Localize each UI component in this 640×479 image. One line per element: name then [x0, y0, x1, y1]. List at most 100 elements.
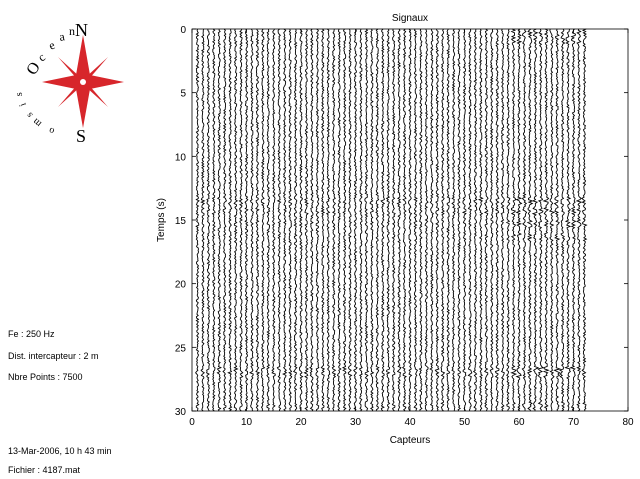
sensor-trace [385, 28, 391, 412]
sensor-trace [526, 28, 534, 412]
sensor-trace [216, 28, 222, 412]
x-tick-label: 40 [404, 417, 416, 428]
sensor-trace [500, 28, 505, 412]
sensor-trace [260, 28, 266, 411]
sensor-trace [391, 28, 396, 412]
star-south-point [76, 82, 90, 128]
sensor-trace [429, 28, 434, 412]
sensor-trace [266, 28, 271, 412]
y-tick-label: 0 [180, 25, 186, 36]
sensor-trace [446, 28, 451, 412]
sensor-trace [238, 28, 244, 412]
sensor-trace [347, 28, 353, 411]
date-time-text: 13-Mar-2006, 10 h 43 min [8, 446, 112, 456]
sensor-trace [505, 28, 511, 412]
x-tick-label: 70 [568, 417, 580, 428]
y-axis-ticks: 0 5 10 15 20 25 30 [175, 25, 628, 418]
trace-group [195, 28, 588, 412]
sensor-trace [396, 28, 402, 412]
logo-letter: a [58, 29, 66, 44]
star-east-point [83, 75, 124, 89]
sensor-trace [457, 28, 461, 412]
chart-title: Signaux [392, 13, 428, 24]
sensor-trace [515, 28, 523, 412]
sensor-trace [477, 28, 484, 412]
sensor-trace [575, 28, 583, 412]
sensor-trace [282, 28, 288, 412]
star-center [80, 79, 86, 85]
sensor-trace [298, 28, 304, 412]
logo-letter: o [48, 124, 56, 136]
sensor-trace [537, 28, 544, 412]
sensor-trace [401, 28, 407, 412]
logo-letter: s [14, 92, 25, 97]
sensor-trace [553, 28, 562, 412]
sensor-trace [255, 28, 261, 412]
sensor-trace [375, 28, 380, 412]
y-tick-label: 30 [175, 407, 187, 418]
sensor-trace [461, 28, 467, 412]
sensor-trace [434, 28, 440, 412]
sampling-rate-text: Fe : 250 Hz [8, 329, 55, 339]
sensor-trace [276, 28, 282, 412]
sensor-trace [309, 28, 314, 412]
star-north-point [76, 35, 90, 82]
y-axis-label: Temps (s) [156, 198, 167, 242]
logo-south-letter: S [76, 126, 86, 146]
x-tick-label: 20 [295, 417, 307, 428]
sensor-trace [206, 28, 211, 412]
y-tick-label: 5 [180, 89, 186, 100]
sensor-spacing-text: Dist. intercapteur : 2 m [8, 351, 99, 361]
sensor-trace [380, 28, 386, 412]
sensor-trace [542, 28, 550, 412]
star-west-point [42, 75, 83, 89]
x-tick-label: 80 [622, 417, 634, 428]
sensor-trace [581, 28, 588, 412]
logo-letter: s [24, 110, 35, 120]
sensor-trace [331, 28, 337, 412]
sensor-trace [336, 28, 342, 412]
sensor-trace [483, 28, 489, 412]
sensor-trace [510, 28, 518, 412]
sensor-trace [195, 28, 200, 412]
sensor-trace [531, 28, 540, 412]
sensor-trace [233, 28, 239, 412]
sensor-trace [211, 28, 216, 412]
x-tick-label: 10 [241, 417, 253, 428]
sensor-trace [424, 28, 429, 412]
sensor-trace [413, 28, 419, 412]
sensor-trace [244, 28, 249, 412]
sensor-trace [249, 28, 254, 412]
sensor-trace [521, 28, 528, 412]
logo-letter: e [46, 38, 57, 53]
star-diag-ne [83, 57, 108, 82]
sensor-trace [288, 28, 293, 412]
x-tick-label: 60 [513, 417, 525, 428]
y-tick-label: 25 [175, 343, 187, 354]
sensor-trace [418, 28, 423, 412]
sensor-trace [548, 28, 556, 412]
sensor-trace [440, 28, 446, 412]
x-axis-ticks: 0 10 20 30 40 50 60 70 80 [189, 29, 634, 428]
y-tick-label: 10 [175, 152, 187, 163]
points-count-text: Nbre Points : 7500 [8, 372, 83, 382]
compass-star-icon [42, 35, 124, 128]
y-tick-label: 20 [175, 280, 187, 291]
x-tick-label: 30 [350, 417, 362, 428]
sensor-trace [369, 28, 375, 412]
sensor-trace [353, 28, 358, 412]
sensor-trace [320, 28, 326, 412]
logo-letter: i [17, 101, 28, 108]
sensor-trace [472, 28, 478, 412]
sensor-trace [315, 28, 320, 412]
sensor-trace [271, 28, 276, 412]
logo-north-letter: N [75, 20, 88, 40]
file-name-text: Fichier : 4187.mat [8, 465, 81, 475]
sensor-trace [222, 28, 228, 412]
sensor-trace [494, 28, 500, 412]
sensor-trace [358, 28, 363, 412]
sensor-trace [325, 28, 331, 412]
star-diag-se [83, 82, 108, 107]
sensor-trace [364, 28, 370, 412]
